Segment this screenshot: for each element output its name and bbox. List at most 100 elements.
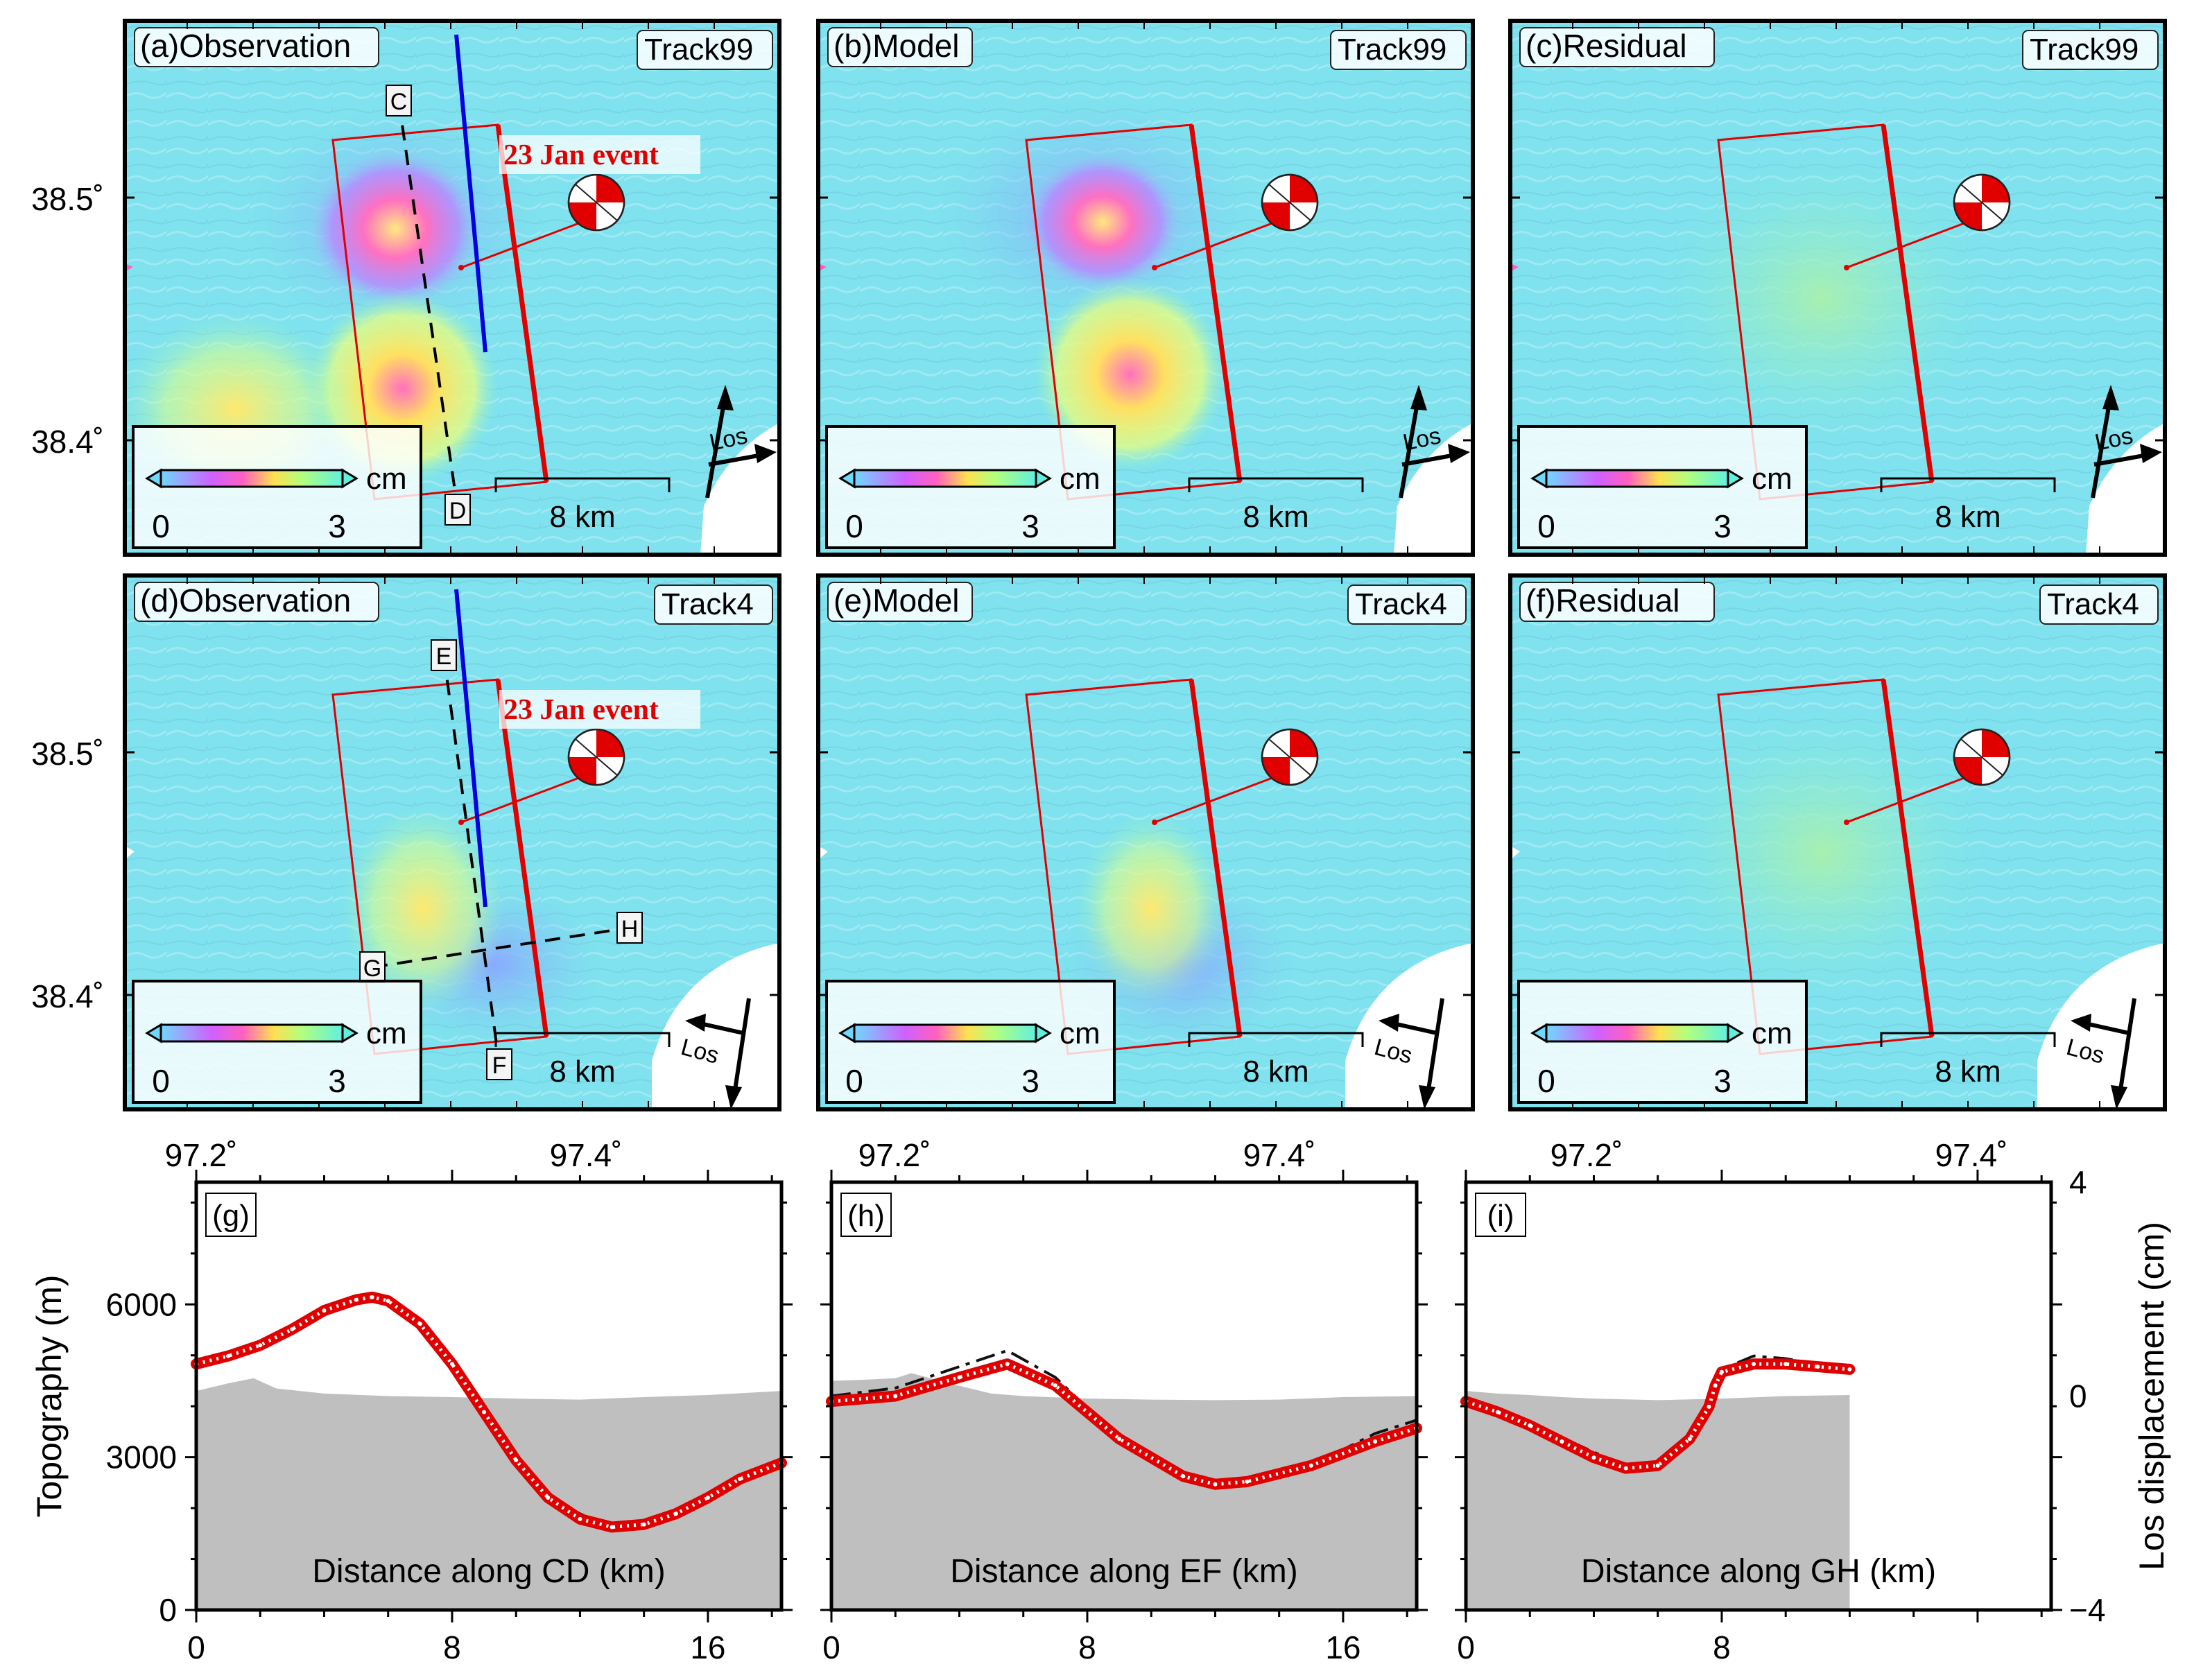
- lon-tick-label: 97.4˚: [1935, 1137, 2008, 1173]
- panel-label-box: [1519, 582, 1715, 622]
- epicenter-dot: [1844, 265, 1849, 270]
- observed-los-point: [1655, 1463, 1660, 1468]
- edge-artifact: [1510, 846, 1520, 860]
- chart-frame: [194, 1180, 784, 1612]
- y-tick-label-right: 0: [2069, 1378, 2087, 1414]
- lon-tick-label: 97.2˚: [165, 1137, 238, 1173]
- chart-label-box: [205, 1193, 257, 1237]
- surface-rupture-line: [454, 34, 487, 353]
- x-tick-label: 16: [1325, 1629, 1361, 1665]
- edge-artifact: [125, 846, 135, 860]
- scalebar-line: [494, 1032, 671, 1047]
- epicenter-leader: [1154, 775, 1277, 824]
- observed-los-point: [1005, 1362, 1010, 1367]
- observed-los-point: [258, 1343, 263, 1348]
- colorbar-arrow-left: [1530, 1023, 1548, 1043]
- profile-end-box: [486, 1048, 512, 1080]
- observed-los-point: [354, 1297, 359, 1302]
- profile-end-box: [616, 912, 643, 944]
- scalebar-line: [1188, 477, 1364, 492]
- profile-end-label: E: [436, 643, 452, 670]
- epicenter-leader: [1846, 220, 1969, 269]
- y-axis-label: Topography (m): [30, 1274, 69, 1517]
- colorbar-arrow-left: [838, 468, 856, 489]
- profile-end-label: H: [621, 916, 639, 942]
- heading-arrow-icon: [1399, 395, 1421, 499]
- profile-end-box: [431, 639, 457, 671]
- scalebar-label: 8 km: [1935, 1055, 2001, 1089]
- map-axes: 38.5˚ 38.4˚ 38.5˚ 38.4˚ 97.2˚ 97.4˚ 97.2˚ 97.4˚…: [31, 181, 2007, 1173]
- chart-label: (g): [212, 1199, 250, 1233]
- track-label-box: [1347, 584, 1467, 625]
- colorbar-unit: cm: [1060, 462, 1100, 496]
- edge-artifact: [818, 846, 828, 860]
- colorbar-arrow-left: [838, 1023, 856, 1043]
- x-tick-label: 8: [443, 1629, 461, 1665]
- x-tick-label: 8: [1713, 1629, 1731, 1665]
- los-arrowhead: [685, 1014, 706, 1032]
- track-label: Track4: [662, 587, 754, 621]
- panel-title: (b)Model: [833, 28, 960, 64]
- fault-trace: [1189, 124, 1243, 483]
- fault-trace: [495, 679, 549, 1037]
- observed-los-point: [1719, 1369, 1724, 1374]
- observed-los-point: [1213, 1482, 1218, 1487]
- event-label-bg: [499, 135, 700, 174]
- epicenter-dot: [1152, 265, 1157, 270]
- scalebar-line: [494, 477, 671, 492]
- observed-los-point: [1713, 1383, 1718, 1388]
- heading-arrow-icon: [2117, 998, 2136, 1100]
- event-label-bg: [499, 690, 700, 729]
- chart-label: (h): [847, 1199, 885, 1233]
- track-label: Track99: [1338, 33, 1446, 67]
- colorbar-arrow-right: [341, 468, 359, 489]
- x-tick-label: 8: [1078, 1629, 1096, 1665]
- y-tick-label: 3000: [106, 1439, 177, 1475]
- scalebar-line: [1188, 1032, 1364, 1047]
- focal-mechanism-icon: [567, 728, 625, 786]
- fault-trace: [495, 124, 549, 483]
- profile-end-label: C: [390, 89, 408, 115]
- observed-los-points: [831, 1362, 1417, 1487]
- profile-end-label: G: [363, 955, 381, 982]
- lat-tick-label: 38.5˚: [31, 181, 104, 217]
- observed-los-point: [673, 1512, 678, 1516]
- colorbar-max: 3: [1713, 1063, 1731, 1099]
- focal-mechanism-icon: [1953, 728, 2011, 786]
- panel-title: (d)Observation: [140, 582, 351, 618]
- scalebar-label: 8 km: [549, 500, 615, 534]
- x-tick-label: 0: [822, 1629, 840, 1665]
- deformation-lobe-south: [1033, 277, 1227, 471]
- panel-label-box: [134, 582, 379, 622]
- deformation-lobe-north: [305, 146, 485, 312]
- colorbar-arrow-left: [1530, 468, 1548, 489]
- fault-trace: [1189, 679, 1243, 1037]
- panel-label-box: [827, 27, 973, 67]
- observed-los-point: [1623, 1466, 1628, 1471]
- observed-los-point: [578, 1516, 582, 1521]
- observed-los-point: [482, 1410, 487, 1414]
- los-arrowhead: [1448, 444, 1470, 463]
- observed-los-point: [417, 1322, 422, 1326]
- observed-los-point: [1783, 1362, 1788, 1367]
- map-frame: [1508, 573, 2167, 1111]
- fault-trace: [1881, 679, 1935, 1037]
- colorbar-max: 3: [1713, 508, 1731, 544]
- map-frame: [123, 573, 781, 1111]
- observed-los-point: [370, 1294, 374, 1299]
- panel-title: (c)Residual: [1526, 28, 1687, 64]
- colorbar-unit: cm: [1752, 462, 1793, 496]
- scalebar-label: 8 km: [1935, 500, 2001, 534]
- colorbar-arrow-right: [1727, 1023, 1744, 1043]
- colorbar-min: 0: [845, 508, 863, 544]
- observed-los-point: [1117, 1437, 1122, 1441]
- colorbar-unit: cm: [1752, 1016, 1793, 1050]
- heading-arrowhead: [1419, 1085, 1435, 1109]
- residual-pattern: [1649, 146, 1996, 451]
- heading-arrowhead: [725, 1085, 742, 1109]
- event-label: 23 Jan event: [503, 139, 659, 171]
- map-panel-a: 23 Jan event C D (a)Observation Track99 cm 0 3 8…: [118, 19, 781, 557]
- colorbar: [853, 1023, 1037, 1043]
